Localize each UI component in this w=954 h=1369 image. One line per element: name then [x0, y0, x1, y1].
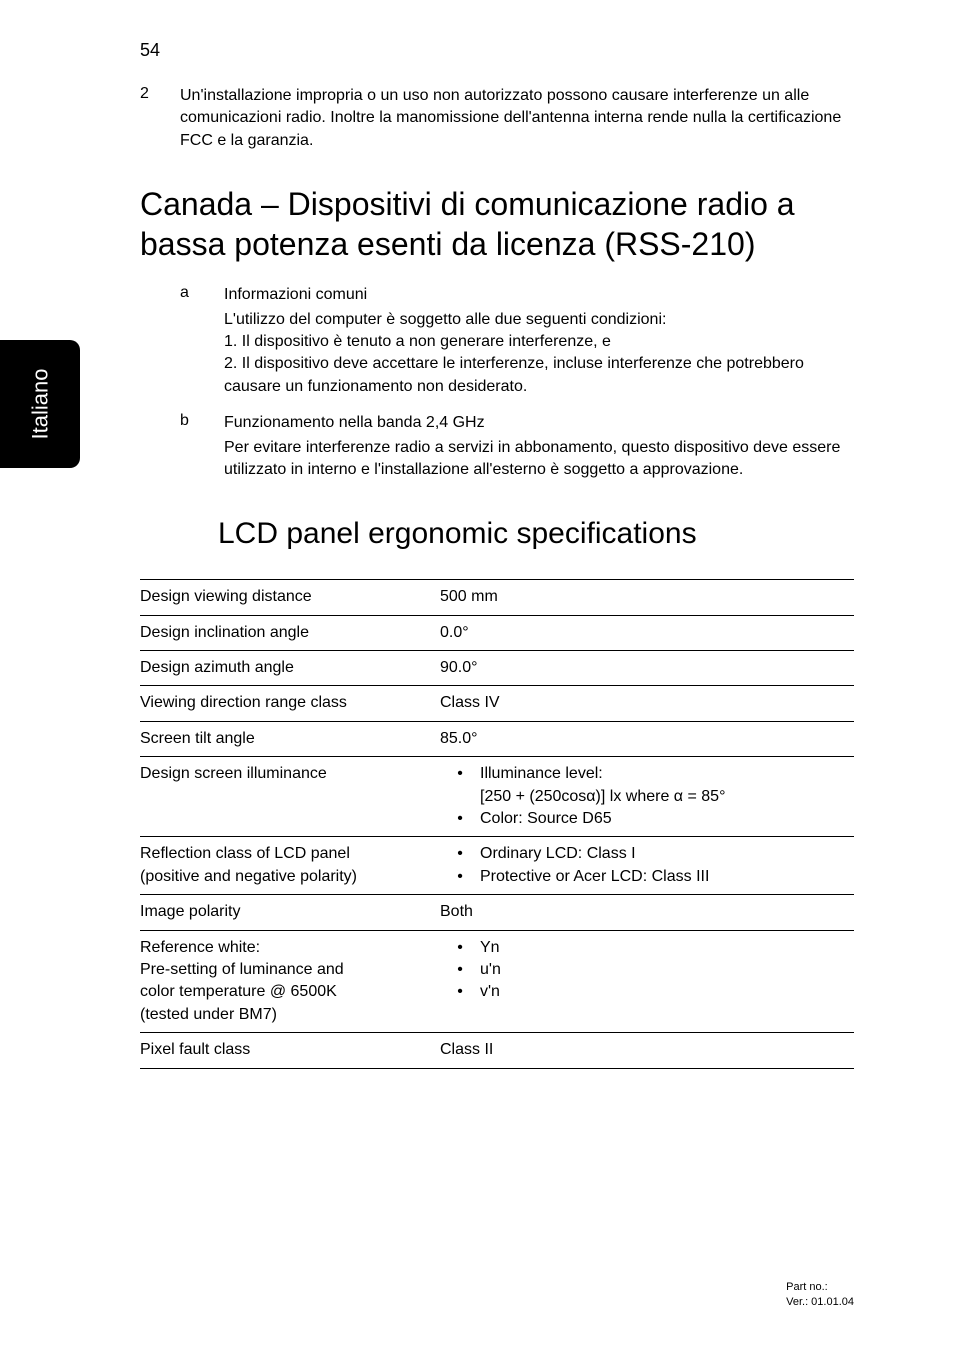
spec-table: Design viewing distance 500 mm Design in… [140, 579, 854, 1068]
spec-value: 90.0° [440, 651, 854, 686]
bullet-text: u'n [480, 959, 848, 981]
table-row: Design screen illuminance •Illuminance l… [140, 757, 854, 837]
lettered-a-line-1: L'utilizzo del computer è soggetto alle … [224, 309, 854, 331]
lettered-a-line-2: 1. Il dispositivo è tenuto a non generar… [224, 331, 854, 353]
intro-number: 2 [140, 85, 180, 152]
bullet-icon: • [440, 843, 480, 865]
bullet-icon: • [440, 981, 480, 1003]
bullet-icon: • [440, 937, 480, 959]
lettered-b-head: Funzionamento nella banda 2,4 GHz [224, 412, 854, 434]
subsection-title: LCD panel ergonomic specifications [218, 517, 854, 551]
spec-label: Pixel fault class [140, 1033, 440, 1068]
language-side-tab: Italiano [0, 340, 80, 468]
spec-value: •Yn •u'n •v'n [440, 930, 854, 1033]
spec-label-line: (tested under BM7) [140, 1004, 434, 1026]
spec-label-line: Reflection class of LCD panel [140, 843, 434, 865]
spec-label-line: Pre-setting of luminance and [140, 959, 434, 981]
section-title: Canada – Dispositivi di comunicazione ra… [140, 184, 854, 264]
spec-label-line: (positive and negative polarity) [140, 866, 434, 888]
footer: Part no.: Ver.: 01.01.04 [786, 1280, 854, 1309]
table-row: Design azimuth angle 90.0° [140, 651, 854, 686]
spec-label: Design viewing distance [140, 580, 440, 615]
bullet-text: v'n [480, 981, 848, 1003]
spec-label: Image polarity [140, 895, 440, 930]
footer-part-no: Part no.: [786, 1280, 854, 1294]
bullet-text: Ordinary LCD: Class I [480, 843, 848, 865]
lettered-item-a: a Informazioni comuni L'utilizzo del com… [140, 284, 854, 398]
spec-value: •Illuminance level: [250 + (250cosα)] lx… [440, 757, 854, 837]
page-number: 54 [140, 40, 854, 61]
bullet-text: Color: Source D65 [480, 808, 848, 830]
spec-value: Class IV [440, 686, 854, 721]
table-row: Image polarity Both [140, 895, 854, 930]
table-row: Reference white: Pre-setting of luminanc… [140, 930, 854, 1033]
lettered-a-head: Informazioni comuni [224, 284, 854, 306]
bullet-text: Illuminance level: [480, 763, 848, 785]
bullet-text: Yn [480, 937, 848, 959]
lettered-b-letter: b [180, 412, 224, 481]
spec-label: Design azimuth angle [140, 651, 440, 686]
lettered-a-line-3: 2. Il dispositivo deve accettare le inte… [224, 353, 854, 398]
intro-numbered-item: 2 Un'installazione impropria o un uso no… [140, 85, 854, 152]
bullet-icon: • [440, 808, 480, 830]
spec-label: Reflection class of LCD panel (positive … [140, 837, 440, 895]
spec-value: •Ordinary LCD: Class I •Protective or Ac… [440, 837, 854, 895]
spec-label: Design screen illuminance [140, 757, 440, 837]
table-row: Design inclination angle 0.0° [140, 615, 854, 650]
spec-value: Class II [440, 1033, 854, 1068]
bullet-icon: • [440, 763, 480, 785]
bullet-subtext: [250 + (250cosα)] lx where α = 85° [440, 786, 848, 808]
spec-label: Viewing direction range class [140, 686, 440, 721]
spec-value: 85.0° [440, 721, 854, 756]
lettered-item-b: b Funzionamento nella banda 2,4 GHz Per … [140, 412, 854, 481]
table-row: Viewing direction range class Class IV [140, 686, 854, 721]
intro-text: Un'installazione impropria o un uso non … [180, 85, 854, 152]
lettered-a-letter: a [180, 284, 224, 398]
footer-version: Ver.: 01.01.04 [786, 1295, 854, 1309]
bullet-text: Protective or Acer LCD: Class III [480, 866, 848, 888]
spec-label: Screen tilt angle [140, 721, 440, 756]
spec-value: 0.0° [440, 615, 854, 650]
table-row: Design viewing distance 500 mm [140, 580, 854, 615]
spec-value: 500 mm [440, 580, 854, 615]
language-side-tab-label: Italiano [27, 369, 53, 440]
table-row: Screen tilt angle 85.0° [140, 721, 854, 756]
spec-label-line: color temperature @ 6500K [140, 981, 434, 1003]
table-row: Reflection class of LCD panel (positive … [140, 837, 854, 895]
bullet-icon: • [440, 959, 480, 981]
spec-label-line: Reference white: [140, 937, 434, 959]
table-row: Pixel fault class Class II [140, 1033, 854, 1068]
spec-label: Design inclination angle [140, 615, 440, 650]
lettered-b-line-1: Per evitare interferenze radio a servizi… [224, 437, 854, 482]
spec-label: Reference white: Pre-setting of luminanc… [140, 930, 440, 1033]
bullet-icon: • [440, 866, 480, 888]
spec-value: Both [440, 895, 854, 930]
